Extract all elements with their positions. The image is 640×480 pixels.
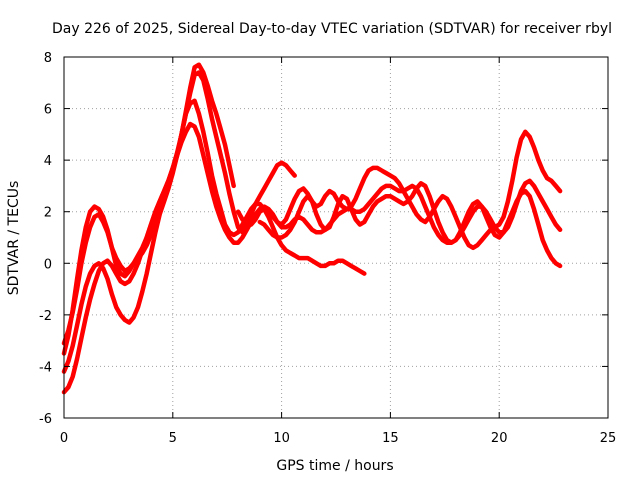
series-line-track-3 [61,98,367,374]
series-line-track-5 [235,129,563,251]
x-axis-label: GPS time / hours [276,458,393,474]
series-line-track-4 [61,121,563,395]
axis-ticks: 0 5 10 15 20 25 -6 -4 -2 0 2 4 6 8 [39,51,616,446]
y-tick-label: 0 [44,257,52,272]
x-tick-label: 15 [382,431,399,446]
y-axis-label: SDTVAR / TECUs [6,181,22,296]
y-tick-label: 8 [44,51,52,66]
y-tick-label: -4 [39,360,52,375]
y-tick-label: -6 [39,412,52,427]
series-line-track-1 [61,62,236,346]
y-tick-label: -2 [39,309,52,324]
chart-title: Day 226 of 2025, Sidereal Day-to-day VTE… [52,21,612,37]
plot-area-frame [63,56,609,419]
y-tick-label: 6 [44,103,52,118]
x-tick-label: 25 [600,431,617,446]
data-series [61,62,563,395]
y-tick-label: 4 [44,154,52,169]
x-tick-label: 0 [60,431,68,446]
x-tick-label: 5 [169,431,177,446]
x-tick-label: 20 [491,431,508,446]
series-line-track-6 [257,181,563,269]
x-tick-label: 10 [273,431,290,446]
y-tick-label: 2 [44,206,52,221]
